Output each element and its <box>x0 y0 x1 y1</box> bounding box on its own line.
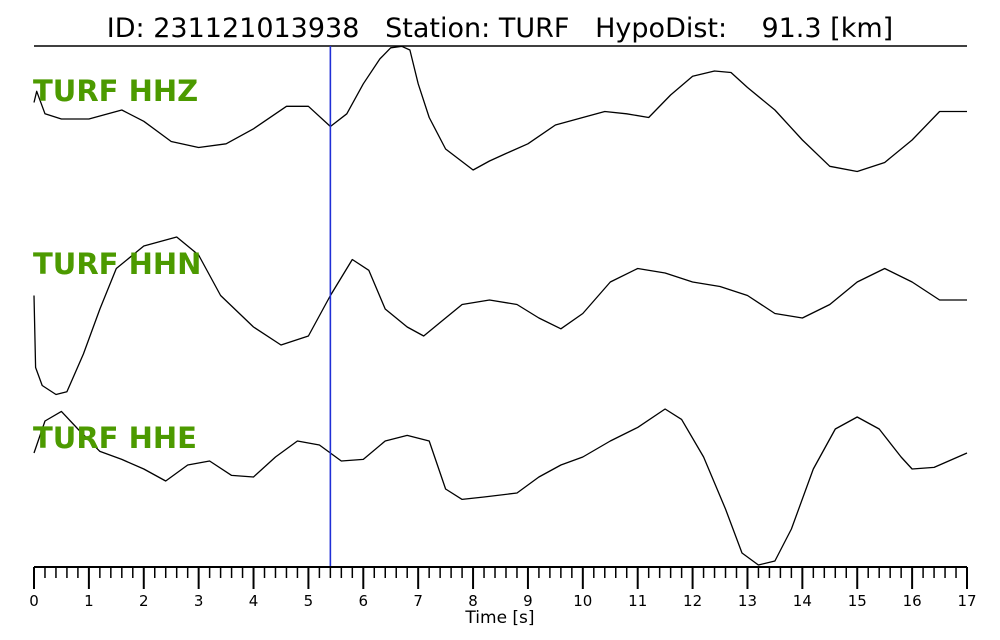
trace-label-hhe: TURF HHE <box>33 421 197 455</box>
station-name: TURF <box>498 13 570 44</box>
x-tick-label: 13 <box>738 592 757 610</box>
x-tick-label: 15 <box>848 592 867 610</box>
x-tick-label: 11 <box>628 592 647 610</box>
hypodist-value: 91.3 <box>761 13 821 44</box>
x-tick-label: 10 <box>573 592 592 610</box>
x-tick-label: 8 <box>468 592 478 610</box>
station-label: Station: <box>385 13 490 44</box>
trace-hhe <box>33 408 968 566</box>
x-tick-label: 2 <box>139 592 149 610</box>
time-axis: 0 1 2 3 4 5 6 7 8 9 10 11 12 13 14 15 16 17 <box>29 566 977 610</box>
x-tick-label: 7 <box>413 592 423 610</box>
hypodist-label: HypoDist: <box>595 13 727 44</box>
trace-hhz <box>33 45 967 173</box>
x-tick-label: 14 <box>793 592 812 610</box>
x-tick-label: 6 <box>359 592 369 610</box>
trace-label-hhz: TURF HHZ <box>33 74 198 108</box>
trace-group <box>33 45 968 566</box>
trace-hhn <box>33 236 967 396</box>
trace-label-group: TURF HHZ TURF HHN TURF HHE <box>33 74 201 455</box>
x-tick-label: 0 <box>29 592 39 610</box>
x-axis-label: Time [s] <box>464 608 534 628</box>
x-tick-label: 17 <box>957 592 976 610</box>
trace-label-hhn: TURF HHN <box>33 247 201 281</box>
x-tick-label: 1 <box>84 592 94 610</box>
figure-title: ID: 231121013938 Station: TURF HypoDist:… <box>107 13 893 44</box>
x-tick-label: 12 <box>683 592 702 610</box>
x-tick-label: 3 <box>194 592 204 610</box>
event-id: 231121013938 <box>153 13 359 44</box>
x-tick-label: 16 <box>903 592 922 610</box>
x-tick-label: 9 <box>523 592 533 610</box>
x-tick-label: 5 <box>304 592 314 610</box>
id-label: ID: <box>107 13 145 44</box>
hypodist-unit: [km] <box>830 13 893 44</box>
x-tick-label: 4 <box>249 592 259 610</box>
